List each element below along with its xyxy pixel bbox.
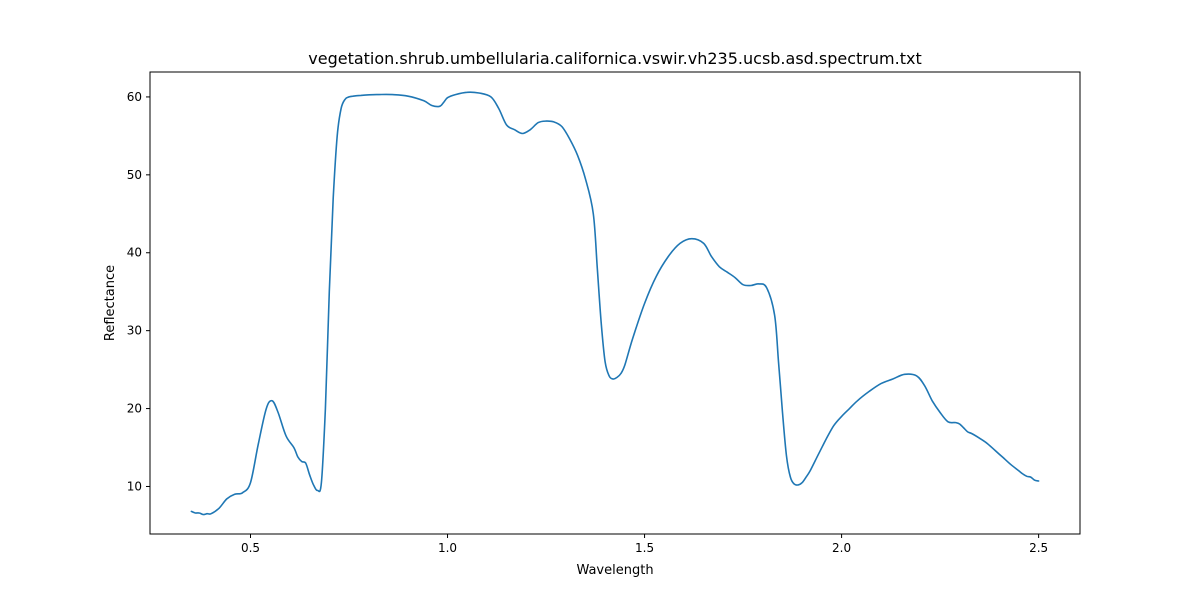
y-axis-label: Reflectance bbox=[103, 265, 118, 341]
axes-frame bbox=[149, 71, 1081, 535]
y-tick-label: 20 bbox=[127, 402, 142, 416]
x-tick-label: 2.0 bbox=[832, 541, 851, 555]
x-tick-label: 1.0 bbox=[438, 541, 457, 555]
y-axis-ticks: 10 20 30 40 50 60 bbox=[127, 90, 150, 493]
x-tick-label: 1.5 bbox=[635, 541, 654, 555]
x-tick-label: 2.5 bbox=[1029, 541, 1048, 555]
chart-title: vegetation.shrub.umbellularia.californic… bbox=[308, 49, 921, 68]
y-tick-label: 50 bbox=[127, 168, 142, 182]
reflectance-series-line bbox=[190, 91, 1040, 516]
plot-area: 0.5 1.0 1.5 2.0 2.5 10 20 30 40 50 60 bbox=[127, 71, 1081, 555]
x-axis-ticks: 0.5 1.0 1.5 2.0 2.5 bbox=[241, 534, 1048, 555]
x-tick-label: 0.5 bbox=[241, 541, 260, 555]
y-tick-label: 30 bbox=[127, 324, 142, 338]
y-tick-label: 60 bbox=[127, 90, 142, 104]
y-tick-label: 10 bbox=[127, 479, 142, 493]
y-tick-label: 40 bbox=[127, 246, 142, 260]
x-axis-label: Wavelength bbox=[576, 563, 653, 578]
